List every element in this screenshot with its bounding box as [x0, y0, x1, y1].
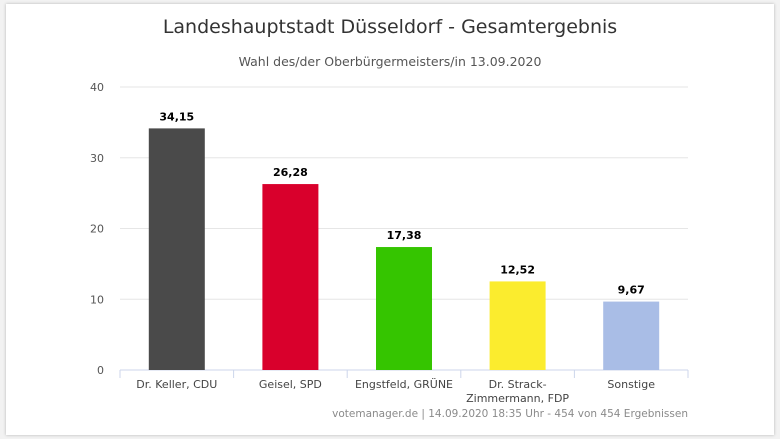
- category-label: Dr. Keller, CDU: [136, 378, 217, 391]
- data-label: 26,28: [273, 166, 308, 179]
- y-tick-label: 30: [90, 152, 104, 165]
- data-label: 17,38: [387, 229, 422, 242]
- y-tick-label: 10: [90, 293, 104, 306]
- bar: [262, 184, 319, 370]
- y-tick-label: 0: [97, 364, 104, 377]
- y-tick-label: 40: [90, 81, 104, 94]
- data-label: 34,15: [159, 110, 194, 123]
- bar: [489, 281, 546, 370]
- data-label: 9,67: [618, 284, 645, 297]
- category-label: Geisel, SPD: [259, 378, 322, 391]
- bar: [148, 128, 205, 370]
- y-tick-label: 20: [90, 223, 104, 236]
- bar: [376, 247, 432, 370]
- chart-title: Landeshauptstadt Düsseldorf - Gesamterge…: [162, 16, 618, 38]
- category-label: Zimmermann, FDP: [466, 392, 569, 405]
- bar: [603, 301, 660, 370]
- category-label: Engstfeld, GRÜNE: [355, 378, 453, 391]
- chart-credit: votemanager.de | 14.09.2020 18:35 Uhr - …: [332, 408, 688, 420]
- category-label: Sonstige: [607, 378, 655, 391]
- chart-subtitle: Wahl des/der Oberbürgermeisters/in 13.09…: [238, 54, 542, 69]
- category-label: Dr. Strack-: [489, 378, 547, 391]
- data-label: 12,52: [500, 263, 535, 276]
